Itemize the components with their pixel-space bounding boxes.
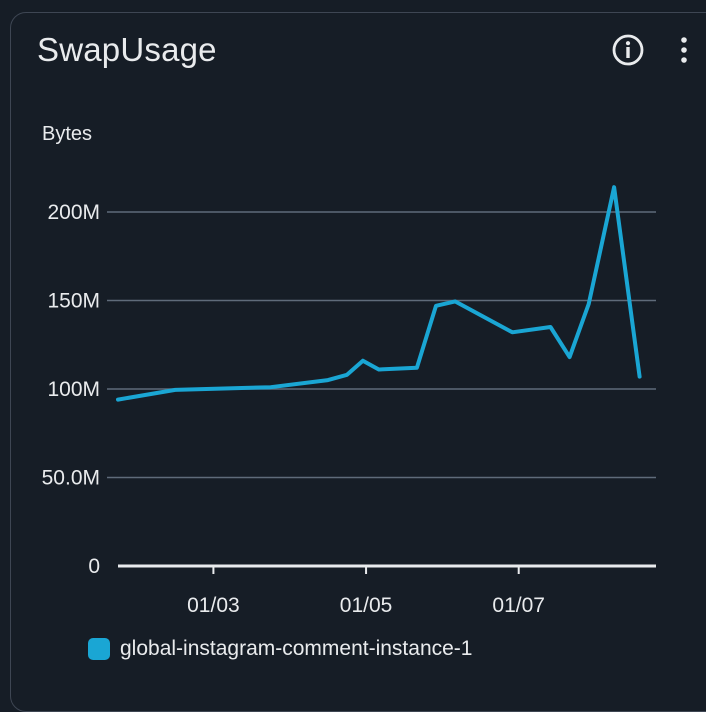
y-axis-label: Bytes xyxy=(42,123,92,145)
series-line xyxy=(116,185,642,402)
info-button[interactable] xyxy=(611,33,645,67)
y-tick-label: 200M xyxy=(47,201,100,224)
x-tick-label: 01/07 xyxy=(492,594,545,617)
vertical-ellipsis-icon xyxy=(681,37,687,63)
y-tick-label: 50.0M xyxy=(42,466,100,489)
info-circle-icon xyxy=(612,34,644,66)
x-tick-label: 01/05 xyxy=(340,594,393,617)
more-actions-button[interactable] xyxy=(672,33,696,67)
y-tick-label: 0 xyxy=(88,555,100,578)
legend-item[interactable]: global-instagram-comment-instance-1 xyxy=(88,634,472,664)
legend-swatch xyxy=(88,638,110,660)
swap-usage-widget xyxy=(10,12,706,712)
legend-label: global-instagram-comment-instance-1 xyxy=(120,637,473,660)
swap-usage-chart: Bytes 0 50.0M 100M 150M 200M 01/03 01/05 01/07 xyxy=(42,123,656,617)
widget-title: SwapUsage xyxy=(37,31,217,68)
y-tick-label: 150M xyxy=(47,289,100,312)
x-tick-label: 01/03 xyxy=(187,594,240,617)
y-tick-label: 100M xyxy=(47,378,100,401)
